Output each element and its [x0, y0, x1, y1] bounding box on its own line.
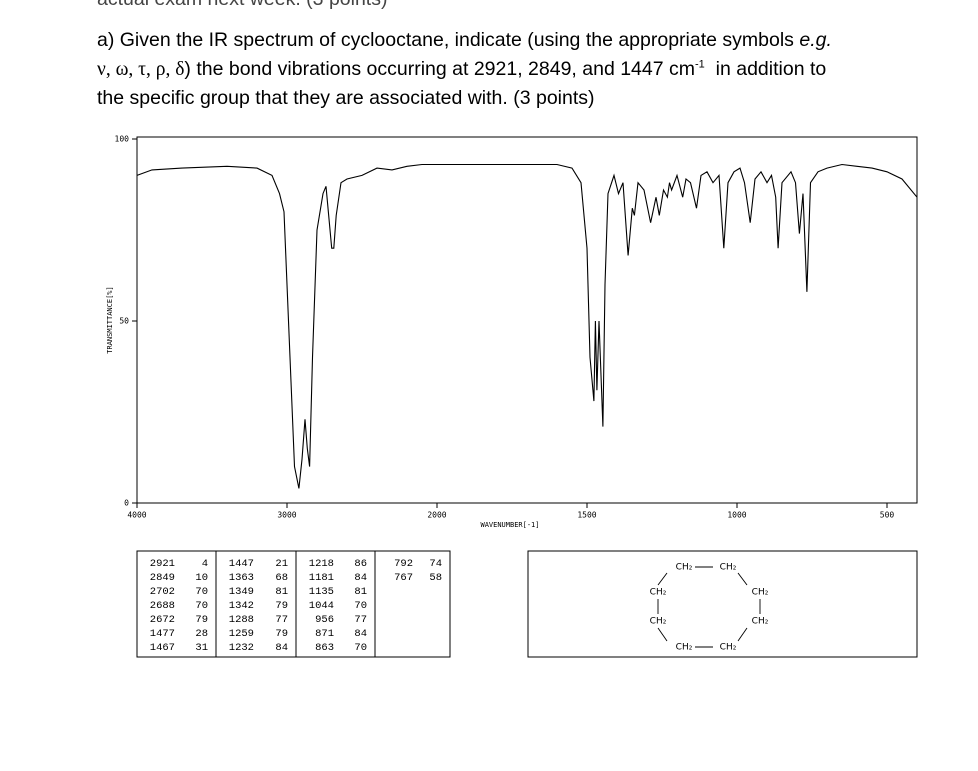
- question-line: the specific group that they are associa…: [97, 87, 595, 109]
- wavenumber: 1218: [309, 558, 334, 570]
- transmittance: 77: [275, 614, 288, 626]
- wavenumber: 1259: [229, 628, 254, 640]
- bond: [657, 572, 668, 586]
- x-tick-label: 1500: [577, 511, 596, 520]
- table-dividers: [215, 551, 376, 657]
- structure-frame: [527, 550, 918, 658]
- y-tick-label: 100: [115, 135, 130, 144]
- ch2-label: CH₂: [752, 617, 769, 627]
- ch2-label: CH₂: [650, 617, 667, 627]
- wavenumber: 1288: [229, 614, 254, 626]
- y-tick-label: 50: [119, 317, 129, 326]
- text: ν, ω, τ, ρ, δ: [97, 59, 185, 80]
- wavenumber: 1181: [309, 572, 334, 584]
- bond: [737, 572, 748, 586]
- transmittance: 79: [275, 628, 288, 640]
- text: a) Given the IR spectrum of cyclooctane,…: [97, 29, 800, 51]
- wavenumber: 792: [394, 558, 413, 570]
- transmittance: 70: [354, 600, 367, 612]
- bond: [737, 627, 748, 642]
- ch2-label: CH₂: [676, 643, 693, 653]
- wavenumber: 767: [394, 572, 413, 584]
- transmittance: 31: [195, 642, 208, 654]
- structure-labels: CH₂ CH₂ CH₂ CH₂ CH₂ CH₂ CH₂ CH₂: [650, 563, 769, 653]
- transmittance: 77: [354, 614, 367, 626]
- x-tick-label: 2000: [427, 511, 446, 520]
- x-tick-label: 500: [880, 511, 895, 520]
- x-tick-label: 4000: [127, 511, 146, 520]
- transmittance: 10: [195, 572, 208, 584]
- transmittance: 81: [275, 586, 288, 598]
- wavenumber: 1232: [229, 642, 254, 654]
- wavenumber: 2688: [150, 600, 175, 612]
- transmittance: 70: [195, 600, 208, 612]
- transmittance: 70: [354, 642, 367, 654]
- transmittance: 86: [354, 558, 367, 570]
- transmittance: 84: [275, 642, 288, 654]
- ch2-label: CH₂: [752, 588, 769, 598]
- ch2-label: CH₂: [720, 643, 737, 653]
- plot-frame: [136, 136, 918, 504]
- wavenumber: 1477: [150, 628, 175, 640]
- text: in addition to: [704, 58, 827, 80]
- transmittance: 84: [354, 628, 367, 640]
- transmittance: 79: [195, 614, 208, 626]
- transmittance: 4: [202, 558, 208, 570]
- ch2-label: CH₂: [720, 563, 737, 573]
- transmittance: 81: [354, 586, 367, 598]
- wavenumber: 1044: [309, 600, 334, 612]
- peak-table: 2921 4 2849 10 2702 70 2688 70 2672 79 1477 28 1467 3…: [150, 558, 442, 654]
- wavenumber: 1135: [309, 586, 334, 598]
- wavenumber: 1447: [229, 558, 254, 570]
- transmittance: 28: [195, 628, 208, 640]
- wavenumber: 1363: [229, 572, 254, 584]
- wavenumber: 1342: [229, 600, 254, 612]
- wavenumber: 2849: [150, 572, 175, 584]
- text: -1: [695, 58, 705, 71]
- wavenumber: 2921: [150, 558, 175, 570]
- transmittance: 74: [429, 558, 442, 570]
- question-line: a) Given the IR spectrum of cyclooctane,…: [97, 29, 832, 52]
- text: e.g.: [799, 29, 832, 51]
- wavenumber: 871: [315, 628, 334, 640]
- transmittance: 21: [275, 558, 288, 570]
- transmittance: 84: [354, 572, 367, 584]
- x-axis-label: WAVENUMBER[-1]: [480, 521, 539, 529]
- wavenumber: 2672: [150, 614, 175, 626]
- wavenumber: 1467: [150, 642, 175, 654]
- transmittance: 70: [195, 586, 208, 598]
- ch2-label: CH₂: [676, 563, 693, 573]
- y-tick-label: 0: [124, 499, 129, 508]
- wavenumber: 2702: [150, 586, 175, 598]
- wavenumber: 956: [315, 614, 334, 626]
- question-line: ν, ω, τ, ρ, δ) the bond vibrations occur…: [97, 58, 826, 81]
- top-fragment: actual exam next week. (3 points): [97, 0, 387, 11]
- x-tick-label: 1000: [727, 511, 746, 520]
- peak-table-frame: [136, 550, 451, 658]
- wavenumber: 1349: [229, 586, 254, 598]
- transmittance: 58: [429, 572, 442, 584]
- y-axis-label: TRANSMITTANCE[%]: [106, 286, 114, 353]
- bond: [657, 627, 668, 642]
- wavenumber: 863: [315, 642, 334, 654]
- transmittance: 79: [275, 600, 288, 612]
- transmittance: 68: [275, 572, 288, 584]
- structure-bonds: [657, 566, 761, 648]
- text: ) the bond vibrations occurring at 2921,…: [184, 58, 696, 80]
- spectrum-line: [136, 163, 918, 489]
- x-tick-label: 3000: [277, 511, 296, 520]
- ch2-label: CH₂: [650, 588, 667, 598]
